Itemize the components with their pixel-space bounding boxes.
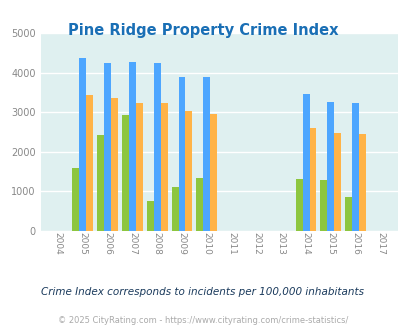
Text: Crime Index corresponds to incidents per 100,000 inhabitants: Crime Index corresponds to incidents per… xyxy=(41,287,364,297)
Bar xyxy=(136,103,143,231)
Bar xyxy=(326,102,334,231)
Text: Pine Ridge Property Crime Index: Pine Ridge Property Crime Index xyxy=(68,23,337,38)
Bar xyxy=(111,98,118,231)
Bar xyxy=(352,103,358,231)
Bar xyxy=(147,201,153,231)
Bar xyxy=(153,63,160,231)
Bar xyxy=(79,58,86,231)
Bar xyxy=(160,104,167,231)
Bar xyxy=(171,187,178,231)
Bar xyxy=(196,178,203,231)
Bar xyxy=(210,114,217,231)
Bar xyxy=(320,180,326,231)
Bar xyxy=(178,77,185,231)
Bar xyxy=(203,77,210,231)
Bar xyxy=(185,111,192,231)
Bar xyxy=(104,63,111,231)
Bar xyxy=(358,134,365,231)
Bar xyxy=(129,62,136,231)
Bar xyxy=(86,95,93,231)
Bar xyxy=(334,133,341,231)
Bar xyxy=(309,128,316,231)
Bar xyxy=(97,135,104,231)
Bar xyxy=(72,168,79,231)
Bar xyxy=(344,197,352,231)
Bar xyxy=(295,179,302,231)
Bar xyxy=(122,115,129,231)
Text: © 2025 CityRating.com - https://www.cityrating.com/crime-statistics/: © 2025 CityRating.com - https://www.city… xyxy=(58,315,347,325)
Bar xyxy=(302,94,309,231)
